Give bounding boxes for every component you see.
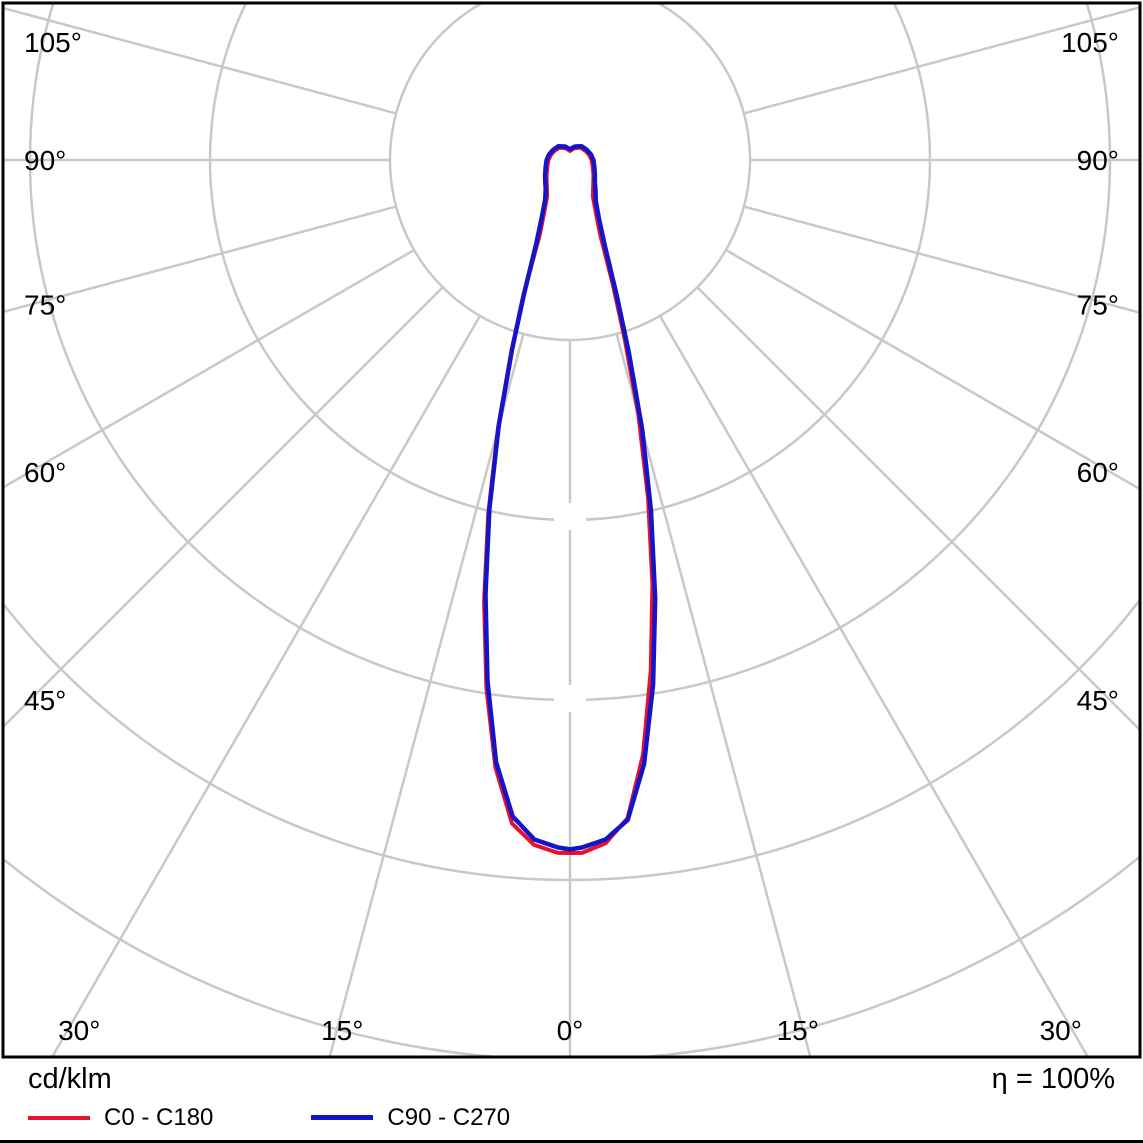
angle-tick-label: 45° bbox=[1077, 685, 1119, 716]
curve-c0-c180 bbox=[482, 145, 655, 855]
footer: cd/klm η = 100% C0 - C180 C90 - C270 bbox=[0, 1060, 1143, 1143]
angle-tick-label: 30° bbox=[1040, 1015, 1082, 1046]
angle-tick-label: 15° bbox=[777, 1015, 819, 1046]
footer-top-row: cd/klm η = 100% bbox=[0, 1060, 1143, 1096]
angle-tick-labels: 0° 15° 15° 30° 30° 45° 45° 60° 60° 75° 75° 90° 90° 10… bbox=[24, 27, 1119, 1046]
unit-label: cd/klm bbox=[28, 1063, 112, 1095]
axis-value-boxes bbox=[554, 503, 586, 712]
efficiency-label: η = 100% bbox=[991, 1063, 1115, 1095]
legend-label-c0-c180: C0 - C180 bbox=[104, 1103, 214, 1131]
angle-tick-label: 60° bbox=[24, 457, 66, 488]
intensity-curves bbox=[482, 143, 658, 855]
angle-tick-label: 90° bbox=[24, 145, 66, 176]
angle-tick-label: 105° bbox=[24, 27, 82, 58]
polar-plot-area: 0° 15° 15° 30° 30° 45° 45° 60° 60° 75° 75° 90° 90° 10… bbox=[1, 1, 1142, 1059]
angle-tick-label: 60° bbox=[1077, 457, 1119, 488]
polar-chart-svg: 0° 15° 15° 30° 30° 45° 45° 60° 60° 75° 75° 90° 90° 10… bbox=[1, 1, 1142, 1059]
angle-tick-label: 105° bbox=[1061, 27, 1119, 58]
angle-tick-label: 45° bbox=[24, 685, 66, 716]
legend-item-c0-c180: C0 - C180 bbox=[28, 1104, 213, 1132]
plot-frame bbox=[1, 1, 1142, 1059]
angle-tick-label: 30° bbox=[58, 1015, 100, 1046]
polar-grid bbox=[4, 4, 1139, 1056]
angle-tick-label: 75° bbox=[24, 290, 66, 321]
legend-item-c90-c270: C90 - C270 bbox=[311, 1104, 510, 1132]
angle-tick-label: 15° bbox=[321, 1015, 363, 1046]
angle-tick-label: 0° bbox=[557, 1015, 584, 1046]
legend-swatch-blue bbox=[311, 1115, 374, 1121]
angle-tick-label: 75° bbox=[1077, 290, 1119, 321]
legend: C0 - C180 C90 - C270 bbox=[0, 1104, 1143, 1132]
curve-c90-c270 bbox=[483, 143, 658, 852]
legend-label-c90-c270: C90 - C270 bbox=[387, 1103, 511, 1131]
legend-swatch-red bbox=[28, 1115, 90, 1120]
angle-tick-label: 90° bbox=[1077, 145, 1119, 176]
